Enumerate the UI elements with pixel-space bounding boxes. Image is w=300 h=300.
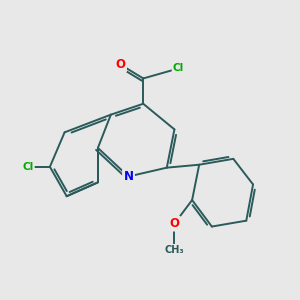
Text: Cl: Cl [173,63,184,74]
Text: O: O [169,217,179,230]
Text: Cl: Cl [22,162,33,172]
Text: O: O [116,58,126,71]
Text: CH₃: CH₃ [165,245,184,255]
Text: N: N [124,170,134,183]
